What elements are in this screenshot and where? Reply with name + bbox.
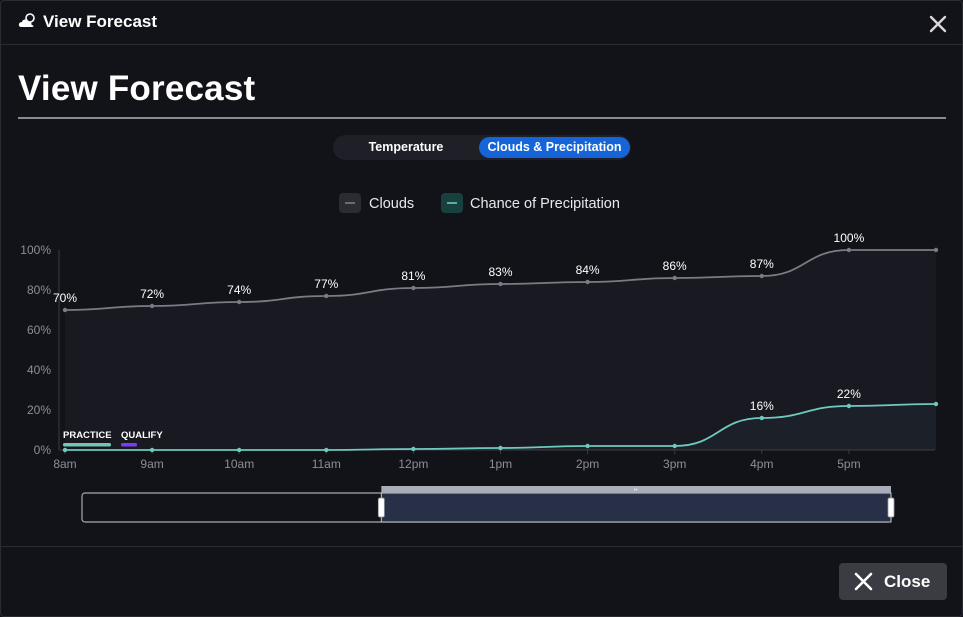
data-point-clouds bbox=[672, 275, 677, 281]
chart-tab-toggle: Temperature Clouds & Precipitation bbox=[333, 135, 631, 160]
close-button-label: Close bbox=[884, 572, 931, 591]
session-label: PRACTICE bbox=[63, 430, 112, 441]
data-label-clouds: 83% bbox=[488, 265, 512, 279]
x-tick-label: 11am bbox=[312, 457, 341, 471]
dialog-title: View Forecast bbox=[43, 12, 158, 31]
session-bar bbox=[63, 443, 111, 447]
zoom-handle-left[interactable] bbox=[377, 497, 385, 518]
tab-clouds-precipitation[interactable]: Clouds & Precipitation bbox=[479, 137, 630, 158]
x-tick-label: 10am bbox=[224, 457, 254, 471]
data-point-clouds bbox=[237, 299, 242, 305]
data-label-precipitation: 16% bbox=[750, 399, 774, 413]
y-tick-label: 80% bbox=[27, 283, 51, 297]
data-label-precipitation: 22% bbox=[837, 387, 861, 401]
legend-label-precipitation: Chance of Precipitation bbox=[470, 196, 620, 212]
data-point-precipitation bbox=[237, 447, 242, 453]
data-point-clouds bbox=[933, 247, 939, 253]
x-tick-label: 9am bbox=[140, 457, 163, 471]
zoom-selection-window bbox=[380, 492, 892, 523]
legend-label-clouds: Clouds bbox=[369, 196, 414, 212]
data-label-clouds: 81% bbox=[401, 269, 425, 283]
x-tick-label: 2pm bbox=[576, 457, 599, 471]
data-point-clouds bbox=[62, 307, 68, 313]
forecast-chart: Clouds Chance of Precipitation 0% 20% 40% 60%… bbox=[20, 193, 939, 523]
data-point-precipitation bbox=[324, 447, 329, 453]
data-point-precipitation bbox=[759, 415, 764, 421]
cloud-icon bbox=[18, 13, 35, 27]
zoom-handle-right[interactable] bbox=[887, 497, 895, 518]
data-point-precipitation bbox=[411, 446, 416, 452]
data-label-clouds: 70% bbox=[53, 291, 77, 305]
data-point-clouds bbox=[498, 281, 503, 287]
x-tick-label: 5pm bbox=[837, 457, 860, 471]
data-point-clouds bbox=[149, 303, 155, 309]
x-tick-label: 8am bbox=[53, 457, 76, 471]
y-tick-label: 60% bbox=[27, 323, 51, 337]
data-label-clouds: 86% bbox=[663, 259, 687, 273]
page-title: View Forecast bbox=[18, 69, 256, 108]
footer-divider bbox=[1, 546, 962, 547]
data-point-precipitation bbox=[149, 447, 155, 453]
close-icon[interactable] bbox=[928, 14, 948, 34]
y-tick-label: 100% bbox=[20, 243, 51, 257]
data-point-clouds bbox=[411, 285, 416, 291]
area-precipitation bbox=[65, 404, 936, 450]
data-point-precipitation bbox=[62, 447, 68, 453]
data-label-clouds: 74% bbox=[227, 283, 251, 297]
data-label-clouds: 87% bbox=[750, 257, 774, 271]
data-point-clouds bbox=[324, 293, 329, 299]
area-clouds bbox=[65, 250, 936, 450]
data-label-clouds: 72% bbox=[140, 287, 164, 301]
y-tick-label: 0% bbox=[34, 443, 52, 457]
data-point-precipitation bbox=[498, 445, 503, 451]
data-label-clouds: 100% bbox=[834, 231, 865, 245]
data-point-precipitation bbox=[933, 401, 939, 407]
session-label: QUALIFY bbox=[121, 430, 163, 441]
session-bar bbox=[121, 443, 137, 447]
data-point-precipitation bbox=[585, 443, 590, 449]
x-tick-label: 12pm bbox=[398, 457, 428, 471]
close-button[interactable]: Close bbox=[839, 563, 947, 600]
tab-temperature[interactable]: Temperature bbox=[368, 140, 444, 154]
x-tick-label: 1pm bbox=[489, 457, 512, 471]
data-point-clouds bbox=[585, 279, 590, 285]
dialog-titlebar: View Forecast bbox=[1, 1, 962, 45]
data-point-precipitation bbox=[846, 403, 852, 409]
x-tick-label: 4pm bbox=[750, 457, 773, 471]
close-icon bbox=[854, 572, 873, 591]
data-label-clouds: 77% bbox=[314, 277, 338, 291]
data-point-precipitation bbox=[672, 443, 677, 449]
y-tick-label: 20% bbox=[27, 403, 51, 417]
data-label-clouds: 84% bbox=[576, 263, 600, 277]
x-tick-label: 3pm bbox=[663, 457, 686, 471]
y-tick-label: 40% bbox=[27, 363, 51, 377]
data-point-clouds bbox=[759, 273, 764, 279]
data-point-clouds bbox=[846, 247, 852, 253]
title-divider bbox=[18, 117, 946, 119]
